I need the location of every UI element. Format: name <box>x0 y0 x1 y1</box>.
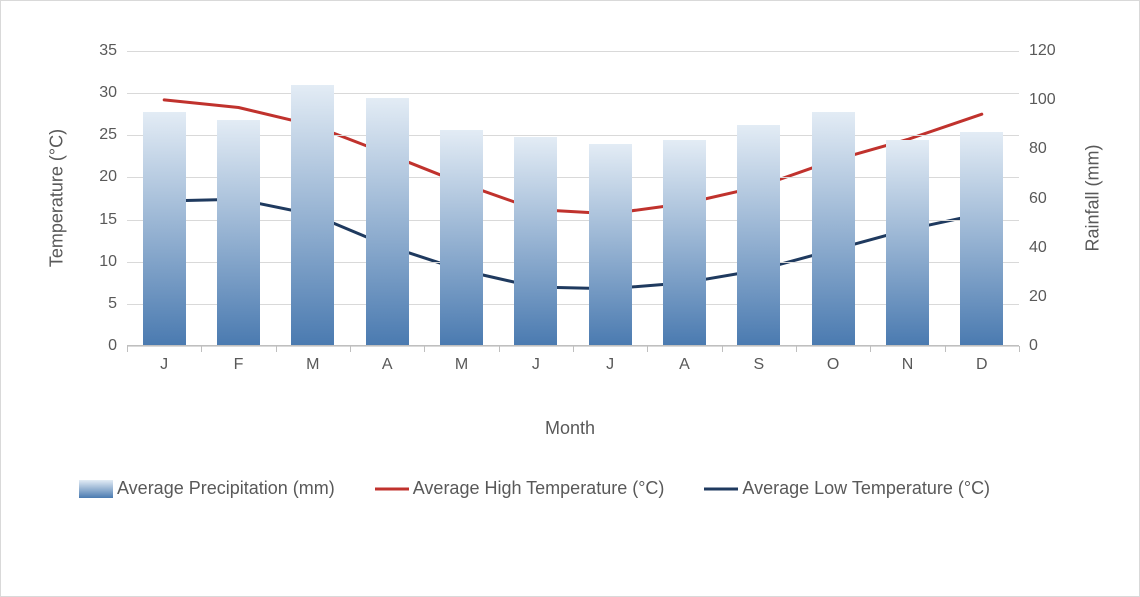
y-right-tick-label: 60 <box>1029 190 1047 208</box>
x-tick-mark <box>350 346 351 352</box>
y-left-axis-title: Temperature (°C) <box>47 129 68 267</box>
x-tick-mark <box>276 346 277 352</box>
precipitation-bar <box>737 125 780 346</box>
y-right-tick-label: 120 <box>1029 42 1056 60</box>
gridline <box>127 93 1019 94</box>
y-left-tick-label: 25 <box>99 126 117 144</box>
line-series <box>164 199 982 288</box>
x-tick-mark <box>424 346 425 352</box>
legend-swatch-line-low <box>704 480 738 498</box>
precipitation-bar <box>366 98 409 346</box>
precipitation-bar <box>886 140 929 347</box>
x-tick-mark <box>796 346 797 352</box>
y-left-tick-label: 30 <box>99 84 117 102</box>
precipitation-bar <box>217 120 260 346</box>
legend-label-precipitation: Average Precipitation (mm) <box>117 478 335 499</box>
x-tick-label: M <box>455 356 468 374</box>
gridline <box>127 51 1019 52</box>
y-right-tick-label: 80 <box>1029 140 1047 158</box>
y-right-tick-label: 0 <box>1029 337 1038 355</box>
x-tick-mark <box>945 346 946 352</box>
legend: Average Precipitation (mm) Average High … <box>79 478 990 499</box>
x-tick-label: F <box>234 356 244 374</box>
x-tick-mark <box>647 346 648 352</box>
x-tick-label: N <box>902 356 914 374</box>
x-tick-mark <box>499 346 500 352</box>
x-axis-title: Month <box>545 418 595 439</box>
y-left-tick-label: 35 <box>99 42 117 60</box>
y-right-axis-title: Rainfall (mm) <box>1083 144 1104 251</box>
x-tick-label: J <box>532 356 540 374</box>
legend-item-high-temp: Average High Temperature (°C) <box>375 478 665 499</box>
precipitation-bar <box>143 112 186 346</box>
precipitation-bar <box>291 85 334 346</box>
legend-label-low-temp: Average Low Temperature (°C) <box>742 478 990 499</box>
x-tick-mark <box>1019 346 1020 352</box>
legend-item-low-temp: Average Low Temperature (°C) <box>704 478 990 499</box>
x-tick-mark <box>870 346 871 352</box>
precipitation-bar <box>589 144 632 346</box>
precipitation-bar <box>960 132 1003 346</box>
x-tick-label: M <box>306 356 319 374</box>
x-tick-mark <box>722 346 723 352</box>
x-tick-label: A <box>382 356 393 374</box>
y-left-tick-label: 15 <box>99 211 117 229</box>
x-tick-mark <box>201 346 202 352</box>
precipitation-bar <box>514 137 557 346</box>
precipitation-bar <box>663 140 706 347</box>
y-left-tick-label: 20 <box>99 168 117 186</box>
plot-area <box>127 51 1019 346</box>
x-tick-mark <box>127 346 128 352</box>
precipitation-bar <box>440 130 483 346</box>
x-tick-label: O <box>827 356 839 374</box>
x-tick-label: J <box>606 356 614 374</box>
y-right-tick-label: 100 <box>1029 91 1056 109</box>
gridline <box>127 135 1019 136</box>
x-tick-label: A <box>679 356 690 374</box>
line-series <box>164 100 982 214</box>
legend-item-precipitation: Average Precipitation (mm) <box>79 478 335 499</box>
y-right-tick-label: 40 <box>1029 239 1047 257</box>
x-tick-label: D <box>976 356 988 374</box>
y-left-tick-label: 10 <box>99 253 117 271</box>
y-right-tick-label: 20 <box>1029 288 1047 306</box>
precipitation-bar <box>812 112 855 346</box>
legend-label-high-temp: Average High Temperature (°C) <box>413 478 665 499</box>
legend-swatch-bar <box>79 480 113 498</box>
legend-swatch-line-high <box>375 480 409 498</box>
x-tick-mark <box>573 346 574 352</box>
chart-container: Temperature (°C) Rainfall (mm) Month 0 5 1… <box>0 0 1140 597</box>
x-tick-label: S <box>753 356 764 374</box>
x-tick-label: J <box>160 356 168 374</box>
y-left-tick-label: 5 <box>108 295 117 313</box>
y-left-tick-label: 0 <box>108 337 117 355</box>
